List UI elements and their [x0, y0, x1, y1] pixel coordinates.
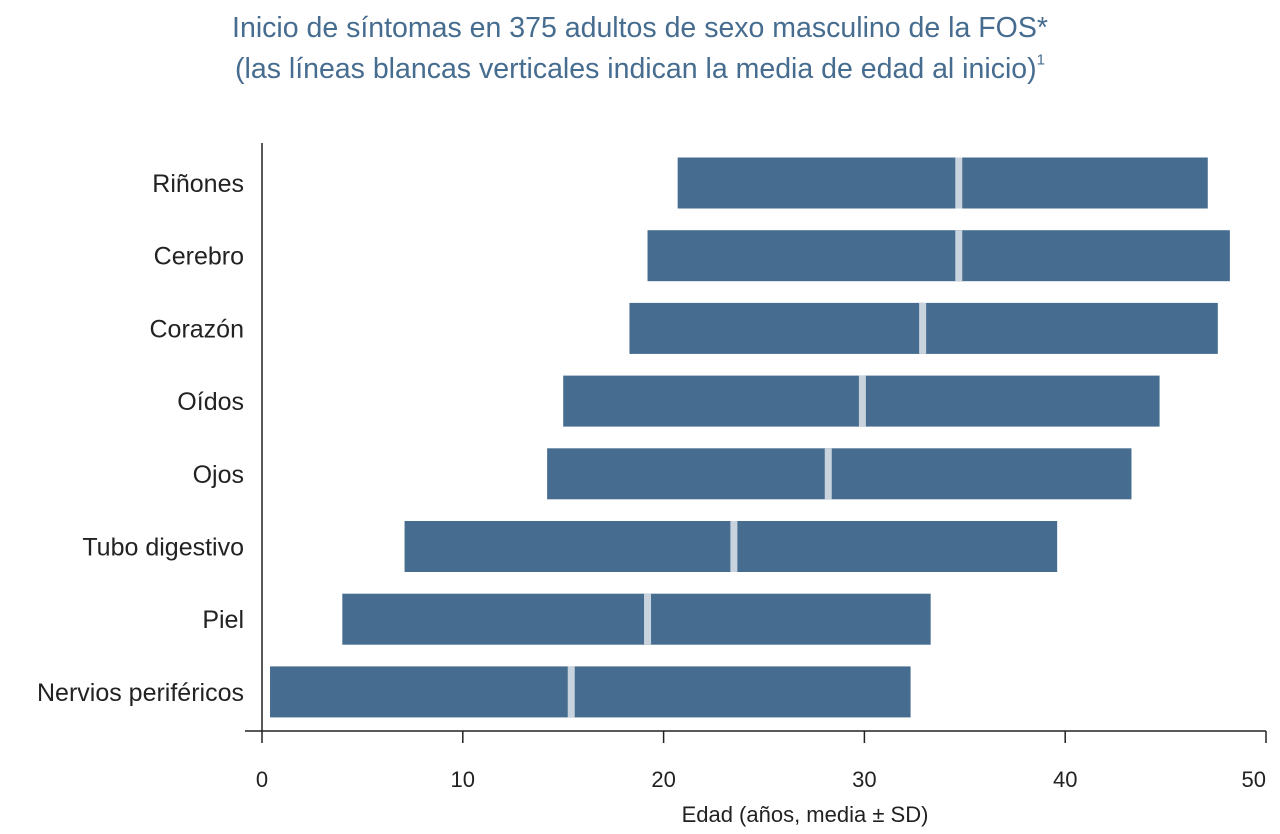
range-bar-piel: [342, 593, 931, 645]
x-tick-label: 10: [451, 767, 475, 792]
range-bar-rinones: [677, 157, 1208, 209]
range-bar-cerebro: [647, 230, 1230, 282]
x-tick-label: 30: [852, 767, 876, 792]
mean-marker-piel: [644, 593, 652, 645]
axes-group: [245, 143, 1266, 732]
chart-title-line-2: (las líneas blancas verticales indican l…: [0, 49, 1280, 90]
category-label-nervios-perifericos: Nervios periféricos: [37, 679, 244, 707]
title-superscript: 1: [1036, 51, 1045, 69]
x-ticks: 0 10 20 30 40 50: [256, 731, 1267, 792]
mean-marker-nervios-perifericos: [567, 666, 575, 718]
category-labels: Riñones Cerebro Corazón Oídos Ojos Tubo diges…: [37, 170, 244, 707]
x-tick-label: 50: [1242, 767, 1266, 792]
chart-title-line-2-text: (las líneas blancas verticales indican l…: [235, 53, 1037, 85]
x-tick-label: 0: [256, 767, 268, 792]
category-label-piel: Piel: [202, 606, 244, 634]
mean-marker-corazon: [919, 302, 927, 354]
category-label-ojos: Ojos: [193, 461, 244, 489]
category-label-rinones: Riñones: [152, 170, 244, 198]
mean-marker-ojos: [824, 448, 832, 500]
range-bar-nervios-perifericos: [270, 666, 911, 718]
mean-marker-rinones: [955, 157, 963, 209]
bars-group: [270, 157, 1230, 718]
chart-title: Inicio de síntomas en 375 adultos de sex…: [0, 8, 1280, 90]
chart-title-line-1: Inicio de síntomas en 375 adultos de sex…: [232, 12, 1048, 44]
range-bar-ojos: [547, 448, 1132, 500]
mean-marker-cerebro: [955, 230, 963, 282]
category-label-tubo-digestivo: Tubo digestivo: [82, 534, 244, 562]
mean-marker-tubo-digestivo: [730, 521, 738, 572]
x-tick-label: 40: [1053, 767, 1077, 792]
category-label-cerebro: Cerebro: [154, 243, 244, 271]
mean-marker-oidos: [858, 375, 866, 427]
x-tick-label: 20: [651, 767, 675, 792]
category-label-oidos: Oídos: [177, 388, 244, 416]
category-label-corazon: Corazón: [150, 315, 245, 343]
x-axis-title: Edad (años, media ± SD): [682, 802, 929, 827]
